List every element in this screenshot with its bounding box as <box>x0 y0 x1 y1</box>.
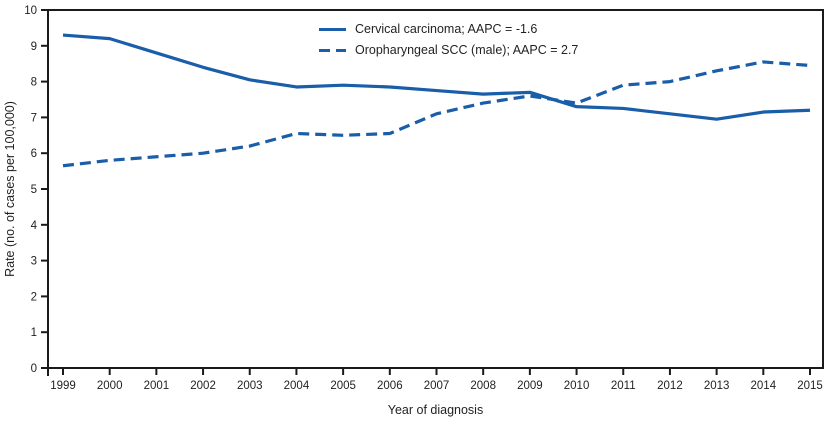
x-axis-tick-label: 2006 <box>377 380 403 392</box>
x-axis-tick-label: 2015 <box>797 380 823 392</box>
x-axis-tick-label: 2007 <box>424 380 450 392</box>
legend-label-cervical: Cervical carcinoma; AAPC = -1.6 <box>355 22 538 36</box>
legend-item-cervical: Cervical carcinoma; AAPC = -1.6 <box>319 21 578 38</box>
x-axis-tick-label: 2005 <box>330 380 356 392</box>
series-line-solid <box>62 33 811 121</box>
y-axis-tick-label: 1 <box>31 327 37 339</box>
y-axis-tick-label: 4 <box>31 220 38 232</box>
x-axis-tick-label: 2003 <box>237 380 263 392</box>
y-axis-tick-label: 9 <box>31 41 37 53</box>
legend-label-oropharyngeal: Oropharyngeal SCC (male); AAPC = 2.7 <box>355 43 579 57</box>
plot-frame <box>47 9 824 369</box>
x-axis-tick-label: 2008 <box>470 380 496 392</box>
y-axis-tick-label: 0 <box>31 363 37 375</box>
x-axis-tick-label: 1999 <box>50 380 76 392</box>
legend-item-oropharyngeal: Oropharyngeal SCC (male); AAPC = 2.7 <box>319 42 578 59</box>
y-axis-title: Rate (no. of cases per 100,000) <box>3 101 17 277</box>
y-axis-tick-label: 8 <box>31 77 37 89</box>
chart-legend: Cervical carcinoma; AAPC = -1.6 Orophary… <box>319 21 578 59</box>
x-axis-tick-label: 2009 <box>517 380 543 392</box>
x-axis-tick-label: 2000 <box>97 380 123 392</box>
series-line-dashed <box>62 60 811 168</box>
y-axis-tick-label: 3 <box>31 256 37 268</box>
x-axis-tick-label: 2001 <box>144 380 170 392</box>
y-axis-tick-label: 5 <box>31 184 37 196</box>
y-axis-tick-label: 2 <box>31 291 37 303</box>
x-axis-tick-label: 2011 <box>611 380 636 392</box>
y-axis-tick-label: 6 <box>31 148 37 160</box>
x-axis-tick-label: 2012 <box>657 380 683 392</box>
legend-swatch-dashed-line-icon <box>319 48 346 53</box>
legend-swatch-solid-line-icon <box>319 27 346 32</box>
x-axis-tick-label: 2004 <box>284 380 310 392</box>
x-axis-title: Year of diagnosis <box>387 403 484 417</box>
y-axis-tick-label: 7 <box>31 112 37 124</box>
x-axis-tick-label: 2010 <box>564 380 590 392</box>
x-axis-tick-label: 2013 <box>704 380 730 392</box>
x-axis-tick-label: 2014 <box>751 380 777 392</box>
y-axis-tick-label: 10 <box>24 5 37 17</box>
x-axis-tick-label: 2002 <box>190 380 216 392</box>
